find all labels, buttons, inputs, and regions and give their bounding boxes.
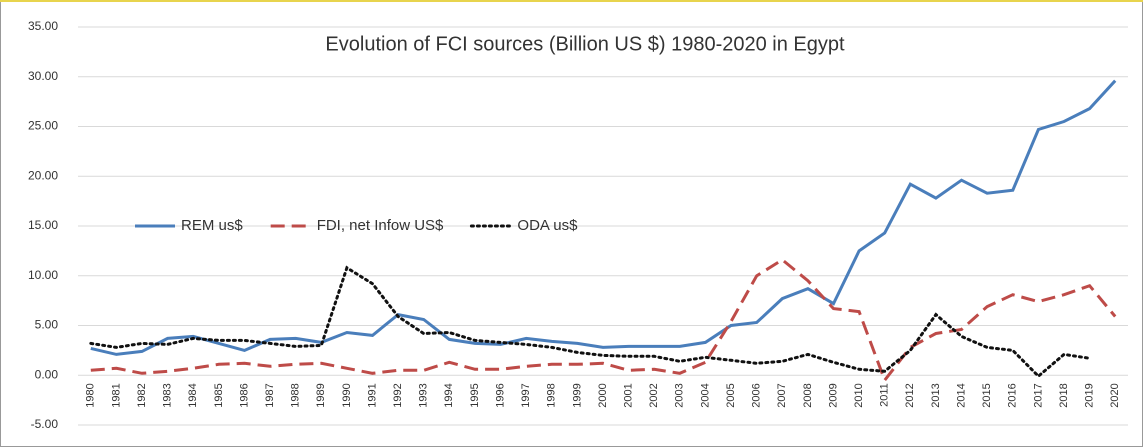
x-tick-label: 2013 bbox=[930, 383, 942, 407]
x-tick-label: 1996 bbox=[494, 383, 506, 407]
series-line bbox=[90, 257, 1117, 384]
x-tick-label: 2008 bbox=[802, 383, 814, 407]
y-tick-label: 20.00 bbox=[28, 168, 58, 182]
x-tick-label: 2011 bbox=[879, 383, 891, 407]
x-tick-label: 2014 bbox=[955, 383, 967, 407]
x-tick-label: 1981 bbox=[110, 383, 122, 407]
x-tick-label: 1995 bbox=[469, 383, 481, 407]
x-tick-label: 1983 bbox=[162, 383, 174, 407]
x-tick-label: 1980 bbox=[85, 383, 97, 407]
x-tick-label: 2001 bbox=[623, 383, 635, 407]
x-tick-label: 1988 bbox=[290, 383, 302, 407]
x-tick-label: 1987 bbox=[264, 383, 276, 407]
x-tick-label: 1992 bbox=[392, 383, 404, 407]
y-tick-label: 5.00 bbox=[35, 318, 59, 332]
series-line bbox=[90, 79, 1117, 356]
y-tick-label: 0.00 bbox=[35, 367, 59, 381]
x-tick-label: 2000 bbox=[597, 383, 609, 407]
y-tick-label: -5.00 bbox=[31, 417, 59, 431]
x-tick-label: 2002 bbox=[648, 383, 660, 407]
x-tick-label: 1990 bbox=[341, 383, 353, 407]
x-tick-label: 1994 bbox=[443, 383, 455, 407]
x-tick-label: 1993 bbox=[418, 383, 430, 407]
x-tick-label: 1984 bbox=[187, 383, 199, 407]
x-tick-label: 1998 bbox=[546, 383, 558, 407]
chart-title: Evolution of FCI sources (Billion US $) … bbox=[325, 33, 845, 55]
x-tick-label: 1997 bbox=[520, 383, 532, 407]
y-tick-label: 10.00 bbox=[28, 268, 58, 282]
x-tick-label: 2020 bbox=[1109, 383, 1121, 407]
legend-label: FDI, net Infow US$ bbox=[317, 217, 444, 234]
y-tick-label: 35.00 bbox=[28, 19, 58, 33]
x-tick-label: 2012 bbox=[904, 383, 916, 407]
x-tick-label: 2016 bbox=[1007, 383, 1019, 407]
x-tick-label: 1985 bbox=[213, 383, 225, 407]
x-tick-label: 2010 bbox=[853, 383, 865, 407]
x-tick-label: 2005 bbox=[725, 383, 737, 407]
x-tick-label: 2017 bbox=[1032, 383, 1044, 407]
y-tick-label: 25.00 bbox=[28, 119, 58, 133]
x-tick-label: 2018 bbox=[1058, 383, 1070, 407]
y-tick-label: 15.00 bbox=[28, 218, 58, 232]
x-tick-label: 2004 bbox=[699, 383, 711, 407]
x-tick-label: 1991 bbox=[366, 383, 378, 407]
x-tick-label: 2003 bbox=[674, 383, 686, 407]
x-tick-label: 2006 bbox=[751, 383, 763, 407]
x-tick-label: 1986 bbox=[238, 383, 250, 407]
x-tick-label: 1999 bbox=[571, 383, 583, 407]
x-tick-label: 2007 bbox=[776, 383, 788, 407]
legend-label: REM us$ bbox=[181, 217, 243, 234]
series-line bbox=[89, 265, 1092, 379]
x-tick-label: 2015 bbox=[981, 383, 993, 407]
x-tick-label: 1989 bbox=[315, 383, 327, 407]
legend-label: ODA us$ bbox=[517, 217, 578, 234]
x-tick-label: 2009 bbox=[827, 383, 839, 407]
y-tick-label: 30.00 bbox=[28, 69, 58, 83]
x-tick-label: 1982 bbox=[136, 383, 148, 407]
x-tick-label: 2019 bbox=[1083, 383, 1095, 407]
